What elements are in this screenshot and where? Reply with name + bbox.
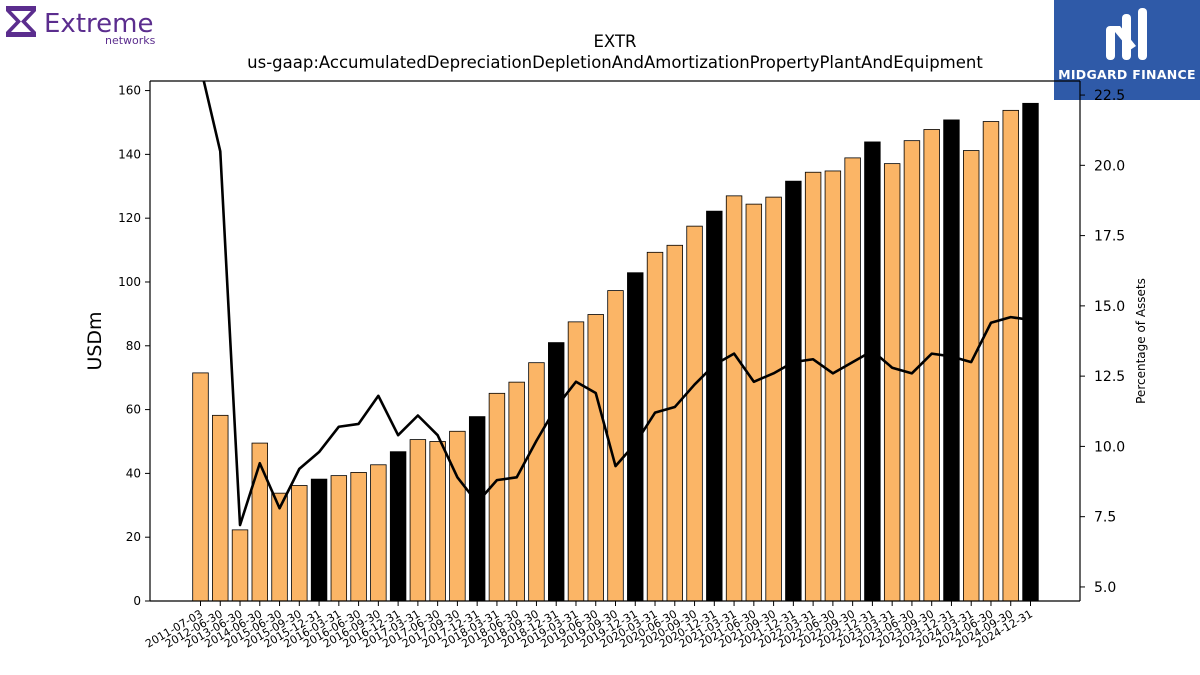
bar-2024-03-31 xyxy=(963,150,980,602)
bar-2020-06-30 xyxy=(666,244,683,602)
y-tick-label: 40 xyxy=(126,466,141,480)
chart-subtitle: us-gaap:AccumulatedDepreciationDepletion… xyxy=(247,53,983,72)
bar-2024-12-31 xyxy=(1022,102,1039,602)
bar-2012-06-30 xyxy=(212,414,229,602)
extreme-networks-logo: Extreme networks xyxy=(4,4,179,48)
midgard-finance-logo: MIDGARD FINANCE xyxy=(1054,0,1200,100)
y2-tick-label: 22.5 xyxy=(1094,88,1125,104)
y-tick-label: 100 xyxy=(118,275,141,289)
bar-2020-12-31 xyxy=(706,210,723,602)
y-tick-label: 160 xyxy=(118,84,141,98)
bar-2023-12-31 xyxy=(943,119,960,602)
bar-2023-09-30 xyxy=(923,129,940,602)
y-tick-label: 140 xyxy=(118,147,141,161)
bar-2017-12-31 xyxy=(468,416,486,602)
midgard-logo-mark xyxy=(1106,8,1147,60)
bar-2016-12-31 xyxy=(389,451,407,602)
bar-2021-03-31 xyxy=(725,195,743,602)
bar-2016-06-30 xyxy=(350,472,367,602)
extreme-logo-subword: networks xyxy=(105,34,156,47)
y-tick-label: 60 xyxy=(126,403,141,417)
bar-2022-12-31 xyxy=(864,141,881,602)
bar-2023-03-31 xyxy=(883,163,901,602)
bar-2018-09-30 xyxy=(528,362,545,602)
bar-2022-09-30 xyxy=(844,157,861,602)
bar-2020-03-31 xyxy=(646,251,664,602)
y2-tick-label: 20.0 xyxy=(1094,158,1125,174)
y2-tick-label: 15.0 xyxy=(1094,299,1125,315)
chart-title: EXTR xyxy=(593,32,637,51)
bar-2021-09-30 xyxy=(765,196,782,602)
bar-2018-12-31 xyxy=(548,342,565,602)
bar-2022-06-30 xyxy=(824,170,842,602)
line-series xyxy=(202,81,1031,527)
bar-2016-09-30 xyxy=(370,464,387,602)
right-axis-ticks: 5.0 7.5 10.0 12.5 15.0 17.5 20.0 22.5 xyxy=(1080,88,1125,596)
y2-axis-label: Percentage of Assets xyxy=(1134,278,1148,404)
bar-2024-09-30 xyxy=(1002,109,1019,602)
y2-tick-label: 12.5 xyxy=(1094,369,1125,385)
bar-2024-06-30 xyxy=(982,121,1000,602)
bar-2013-06-30 xyxy=(231,529,249,602)
bar-2017-09-30 xyxy=(449,430,466,602)
bar-2017-06-30 xyxy=(429,441,446,602)
bar-2019-06-30 xyxy=(587,314,604,602)
y-tick-label: 80 xyxy=(126,339,141,353)
y2-tick-label: 10.0 xyxy=(1094,439,1125,455)
y-tick-label: 20 xyxy=(126,530,141,544)
bar-2018-06-30 xyxy=(508,381,525,602)
x-axis-ticks: 2011-07-032012-06-302013-06-302014-06-30… xyxy=(143,601,1035,651)
bar-2020-09-30 xyxy=(686,225,703,602)
bar-2019-03-31 xyxy=(567,321,585,602)
midgard-logo-wordmark: MIDGARD FINANCE xyxy=(1058,67,1196,82)
y-axis-label: USDm xyxy=(84,311,106,370)
bar-2015-09-30 xyxy=(291,485,308,602)
y2-tick-label: 17.5 xyxy=(1094,229,1125,245)
y2-tick-label: 5.0 xyxy=(1094,580,1116,596)
bar-2017-03-31 xyxy=(409,439,427,602)
extreme-logo-mark: Extreme networks xyxy=(6,6,156,47)
bar-2011-07-03 xyxy=(192,372,209,602)
bar-2022-03-31 xyxy=(804,171,822,602)
extreme-logo-wordmark: Extreme xyxy=(44,9,153,39)
y-tick-label: 120 xyxy=(118,211,141,225)
bar-2021-12-31 xyxy=(785,180,802,602)
bar-2015-12-31 xyxy=(310,478,328,602)
left-axis-ticks: 0 20 40 60 80 100 120 140 160 xyxy=(118,84,150,608)
bar-2016-03-31 xyxy=(330,475,348,602)
bar-2018-03-31 xyxy=(488,392,506,602)
bar-series xyxy=(192,102,1039,602)
y2-tick-label: 7.5 xyxy=(1094,510,1116,526)
bar-2021-06-30 xyxy=(745,203,763,602)
y-tick-label: 0 xyxy=(133,594,141,608)
percentage-line xyxy=(202,81,1031,527)
